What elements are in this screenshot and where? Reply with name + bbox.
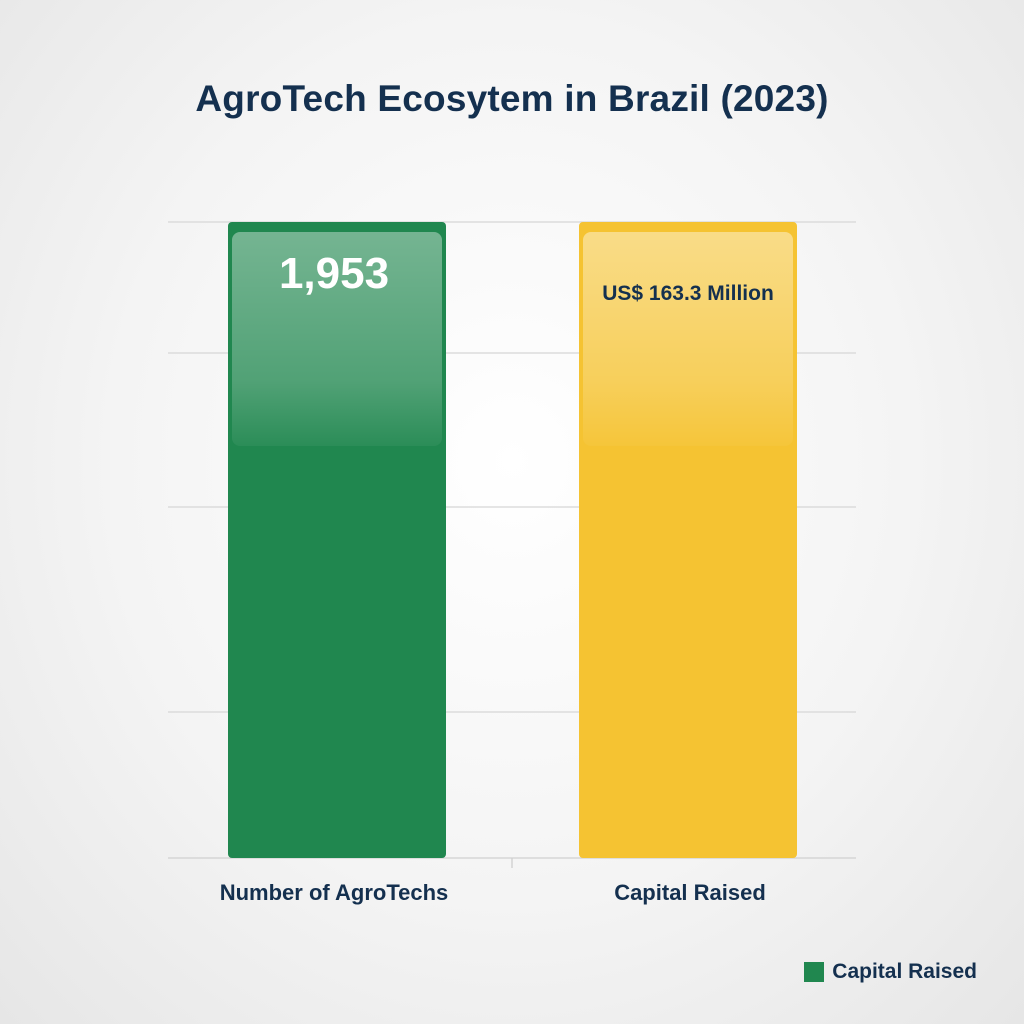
- labels: 1,953 Number of AgroTechs US$ 163.3 Millio…: [220, 249, 774, 905]
- legend: Capital Raised: [804, 960, 977, 984]
- bars: [228, 222, 797, 858]
- bar-highlight: [583, 232, 793, 446]
- category-label: Number of AgroTechs: [220, 880, 449, 905]
- chart-title: AgroTech Ecosytem in Brazil (2023): [195, 78, 829, 119]
- data-label: 1,953: [279, 249, 389, 298]
- category-label: Capital Raised: [614, 880, 766, 905]
- bar-highlight: [232, 232, 442, 446]
- legend-swatch: [804, 962, 825, 982]
- data-label: US$ 163.3 Million: [602, 282, 774, 305]
- legend-label: Capital Raised: [832, 960, 977, 983]
